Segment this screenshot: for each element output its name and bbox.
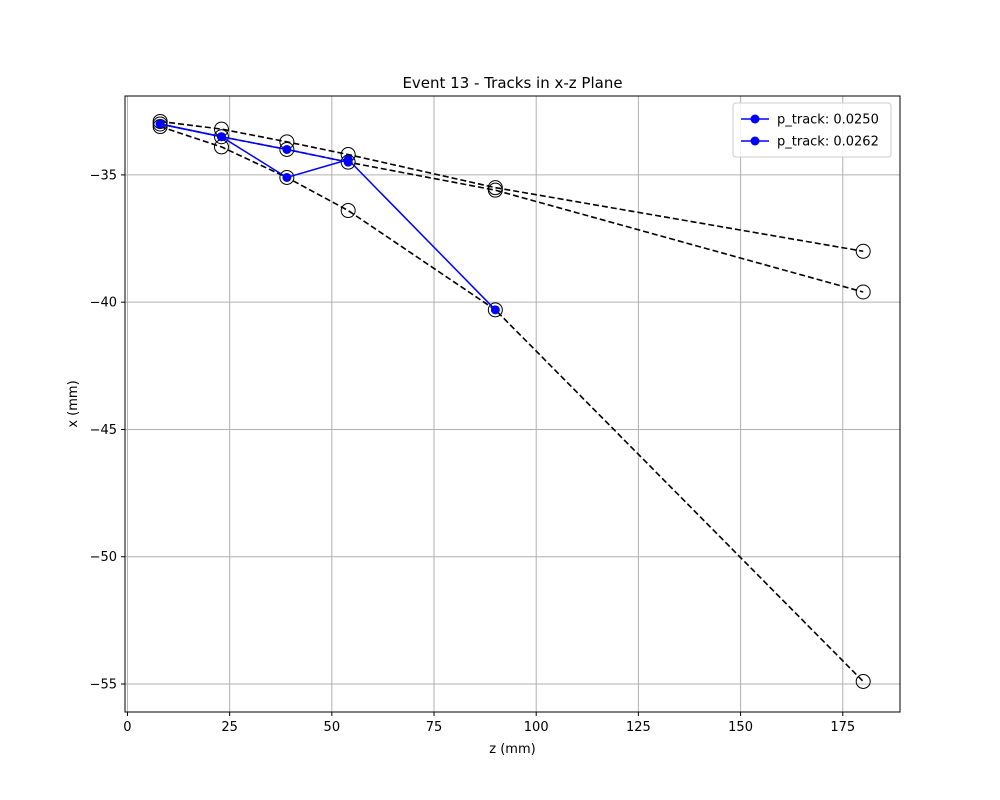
legend-entry-label: p_track: 0.0250 xyxy=(777,113,879,128)
reference-hit-marker xyxy=(340,203,356,219)
plot-area-frame xyxy=(124,95,901,713)
x-axis-label: z (mm) xyxy=(489,742,535,757)
x-tick-label: 50 xyxy=(324,720,341,735)
reference-hit-marker xyxy=(279,169,295,185)
reference-hit-marker xyxy=(855,243,871,259)
track-point xyxy=(490,305,500,315)
reference-hit-marker xyxy=(487,302,503,318)
track-point xyxy=(282,144,292,154)
y-tick-label: −55 xyxy=(90,678,117,693)
legend-box xyxy=(732,102,892,158)
legend-entry-label: p_track: 0.0262 xyxy=(777,135,879,150)
y-axis-label: x (mm) xyxy=(66,380,81,427)
x-tick-label: 0 xyxy=(123,720,131,735)
track-point xyxy=(343,155,353,165)
reference-hit-marker xyxy=(855,284,871,300)
x-tick-label: 175 xyxy=(830,720,855,735)
x-tick-label: 75 xyxy=(426,720,443,735)
track-point xyxy=(282,172,292,182)
chart-title: Event 13 - Tracks in x-z Plane xyxy=(402,74,622,92)
x-tick-label: 125 xyxy=(626,720,651,735)
grid-lines xyxy=(125,96,900,712)
reference-hit-marker xyxy=(279,141,295,157)
y-tick-label: −40 xyxy=(90,296,117,311)
reference-track-line xyxy=(159,123,864,293)
reference-track-line xyxy=(159,125,864,683)
reference-hit-marker xyxy=(855,673,871,689)
track-point xyxy=(216,132,226,142)
legend-marker-sample xyxy=(750,136,760,146)
track-series xyxy=(155,119,500,315)
x-tick-label: 25 xyxy=(221,720,238,735)
axis-ticks: 0 25 50 75 100 125 150 175 −35 −40 −45 −50 −55 xyxy=(90,168,856,735)
x-tick-label: 100 xyxy=(524,720,549,735)
track-point xyxy=(155,119,165,129)
reference-tracks xyxy=(152,113,871,689)
y-tick-label: −45 xyxy=(90,423,117,438)
x-tick-label: 150 xyxy=(728,720,753,735)
legend: p_track: 0.0250 p_track: 0.0262 xyxy=(732,102,892,158)
reference-hit-marker xyxy=(213,129,229,145)
reference-hit-marker xyxy=(487,182,503,198)
legend-marker-sample xyxy=(750,114,760,124)
y-tick-label: −50 xyxy=(90,550,117,565)
y-tick-label: −35 xyxy=(90,168,117,183)
